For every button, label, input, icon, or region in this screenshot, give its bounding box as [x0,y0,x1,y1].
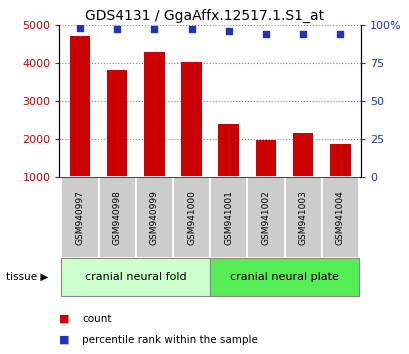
Point [299,31,306,37]
Bar [70,36,90,177]
Bar [210,177,247,258]
Text: ■: ■ [59,314,70,324]
Point [262,31,269,37]
Point [151,27,157,32]
Bar [173,177,210,258]
Bar [98,177,135,258]
Bar [329,144,350,177]
Text: percentile rank within the sample: percentile rank within the sample [82,335,257,345]
Point [336,31,343,37]
Text: GSM941003: GSM941003 [298,190,307,245]
Text: cranial neural fold: cranial neural fold [85,272,186,282]
Bar [284,177,321,258]
Text: ■: ■ [59,335,70,345]
Bar [292,133,312,177]
Point [188,27,194,32]
Bar [107,70,127,177]
Bar [181,62,201,177]
Text: GSM941000: GSM941000 [187,190,196,245]
Bar [321,177,358,258]
Text: GSM941002: GSM941002 [261,190,270,245]
Text: tissue ▶: tissue ▶ [6,272,48,282]
Text: GSM941004: GSM941004 [335,190,344,245]
Bar [247,177,284,258]
Bar [255,141,276,177]
Text: GSM941001: GSM941001 [224,190,233,245]
Text: cranial neural plate: cranial neural plate [229,272,338,282]
Bar [61,258,210,296]
Text: count: count [82,314,111,324]
Point [76,25,83,31]
Bar [135,177,173,258]
Text: GSM940999: GSM940999 [149,190,158,245]
Bar [210,258,358,296]
Text: GSM940997: GSM940997 [75,190,84,245]
Point [225,28,231,34]
Text: GSM940998: GSM940998 [112,190,121,245]
Bar [218,124,238,177]
Point [114,27,120,32]
Bar [144,52,164,177]
Bar [61,177,98,258]
Text: GDS4131 / GgaAffx.12517.1.S1_at: GDS4131 / GgaAffx.12517.1.S1_at [85,9,324,23]
